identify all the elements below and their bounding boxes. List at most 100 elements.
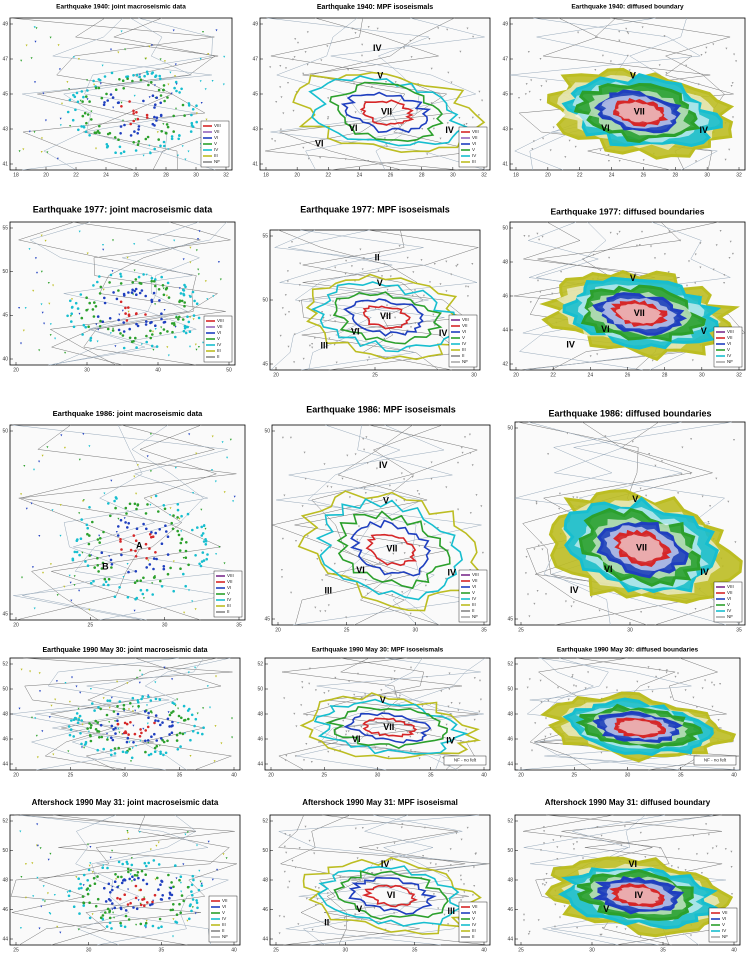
observation (534, 722, 537, 725)
observation (457, 461, 459, 464)
observation (618, 39, 621, 42)
x-tick-label: 20 (268, 772, 274, 778)
x-tick-label: 25 (518, 947, 524, 953)
intensity-point (149, 710, 153, 713)
observation (692, 834, 695, 837)
observation (426, 676, 428, 678)
observation (36, 271, 38, 274)
intensity-point (163, 507, 167, 511)
observation (127, 837, 130, 840)
intensity-point (97, 706, 100, 709)
intensity-label: VII (383, 722, 394, 732)
observation (381, 275, 383, 278)
intensity-point (81, 333, 84, 336)
observation (205, 118, 208, 121)
intensity-point (150, 300, 154, 304)
observation (732, 116, 734, 119)
observation (459, 50, 462, 53)
observation (172, 935, 174, 938)
observation (448, 672, 451, 675)
observation (71, 676, 73, 679)
observation (146, 704, 148, 707)
intensity-point (172, 514, 175, 517)
observation (411, 476, 414, 478)
observation (674, 675, 677, 678)
observation (471, 263, 474, 265)
border-line (265, 17, 459, 171)
observation (552, 126, 555, 129)
intensity-point (148, 563, 152, 566)
observation (175, 83, 178, 86)
observation (160, 326, 163, 329)
observation (559, 835, 562, 838)
observation (699, 266, 702, 269)
observation (457, 508, 460, 511)
observation (58, 68, 61, 71)
observation (323, 692, 326, 695)
legend-label: VI (222, 904, 226, 909)
observation (291, 241, 293, 244)
intensity-point (183, 304, 186, 308)
observation (635, 244, 638, 247)
y-tick-label: 44 (502, 327, 508, 333)
intensity-point (136, 871, 140, 874)
observation (96, 340, 99, 343)
intensity-point (143, 74, 146, 78)
intensity-label: VI (601, 123, 610, 133)
intensity-point (93, 709, 96, 712)
intensity-point (154, 697, 158, 701)
observation (356, 857, 359, 860)
intensity-point (80, 719, 83, 722)
observation (385, 744, 388, 747)
x-tick-label: 30 (162, 622, 168, 628)
observation (211, 469, 213, 472)
observation (288, 311, 290, 314)
observation (114, 345, 117, 348)
intensity-point (133, 130, 136, 133)
intensity-point (186, 315, 189, 319)
observation (572, 601, 575, 604)
x-tick-label: 30 (627, 627, 633, 633)
observation (359, 248, 362, 251)
observation (49, 36, 52, 39)
intensity-point (126, 867, 130, 871)
observation (174, 63, 177, 66)
observation (448, 688, 451, 691)
legend-label: VII (472, 135, 478, 140)
observation (731, 893, 733, 896)
border-line (22, 17, 216, 171)
intensity-point (121, 334, 125, 337)
observation (663, 253, 666, 256)
intensity-point (160, 275, 163, 279)
observation (688, 260, 690, 263)
intensity-point (77, 128, 80, 132)
observation (658, 668, 661, 671)
intensity-point (200, 525, 203, 529)
x-tick-label: 30 (193, 172, 199, 178)
intensity-point (178, 134, 181, 137)
observation (284, 294, 287, 297)
observation (385, 145, 388, 148)
intensity-point (109, 748, 113, 752)
observation (345, 730, 348, 733)
intensity-point (150, 531, 153, 534)
observation (126, 563, 129, 565)
observation (87, 843, 89, 846)
observation (416, 490, 419, 493)
observation (422, 855, 425, 857)
legend-label: III (214, 153, 218, 158)
observation (730, 866, 733, 868)
intensity-label: VI (351, 326, 360, 336)
observation (175, 877, 178, 880)
intensity-point (154, 284, 157, 288)
observation (184, 833, 187, 836)
observation (293, 333, 296, 336)
intensity-point (96, 729, 99, 733)
observation (594, 69, 597, 71)
intensity-point (98, 275, 101, 278)
intensity-point (132, 906, 135, 909)
legend-label: VII (462, 323, 468, 328)
observation (287, 886, 289, 889)
observation (327, 703, 330, 706)
observation (281, 576, 283, 579)
